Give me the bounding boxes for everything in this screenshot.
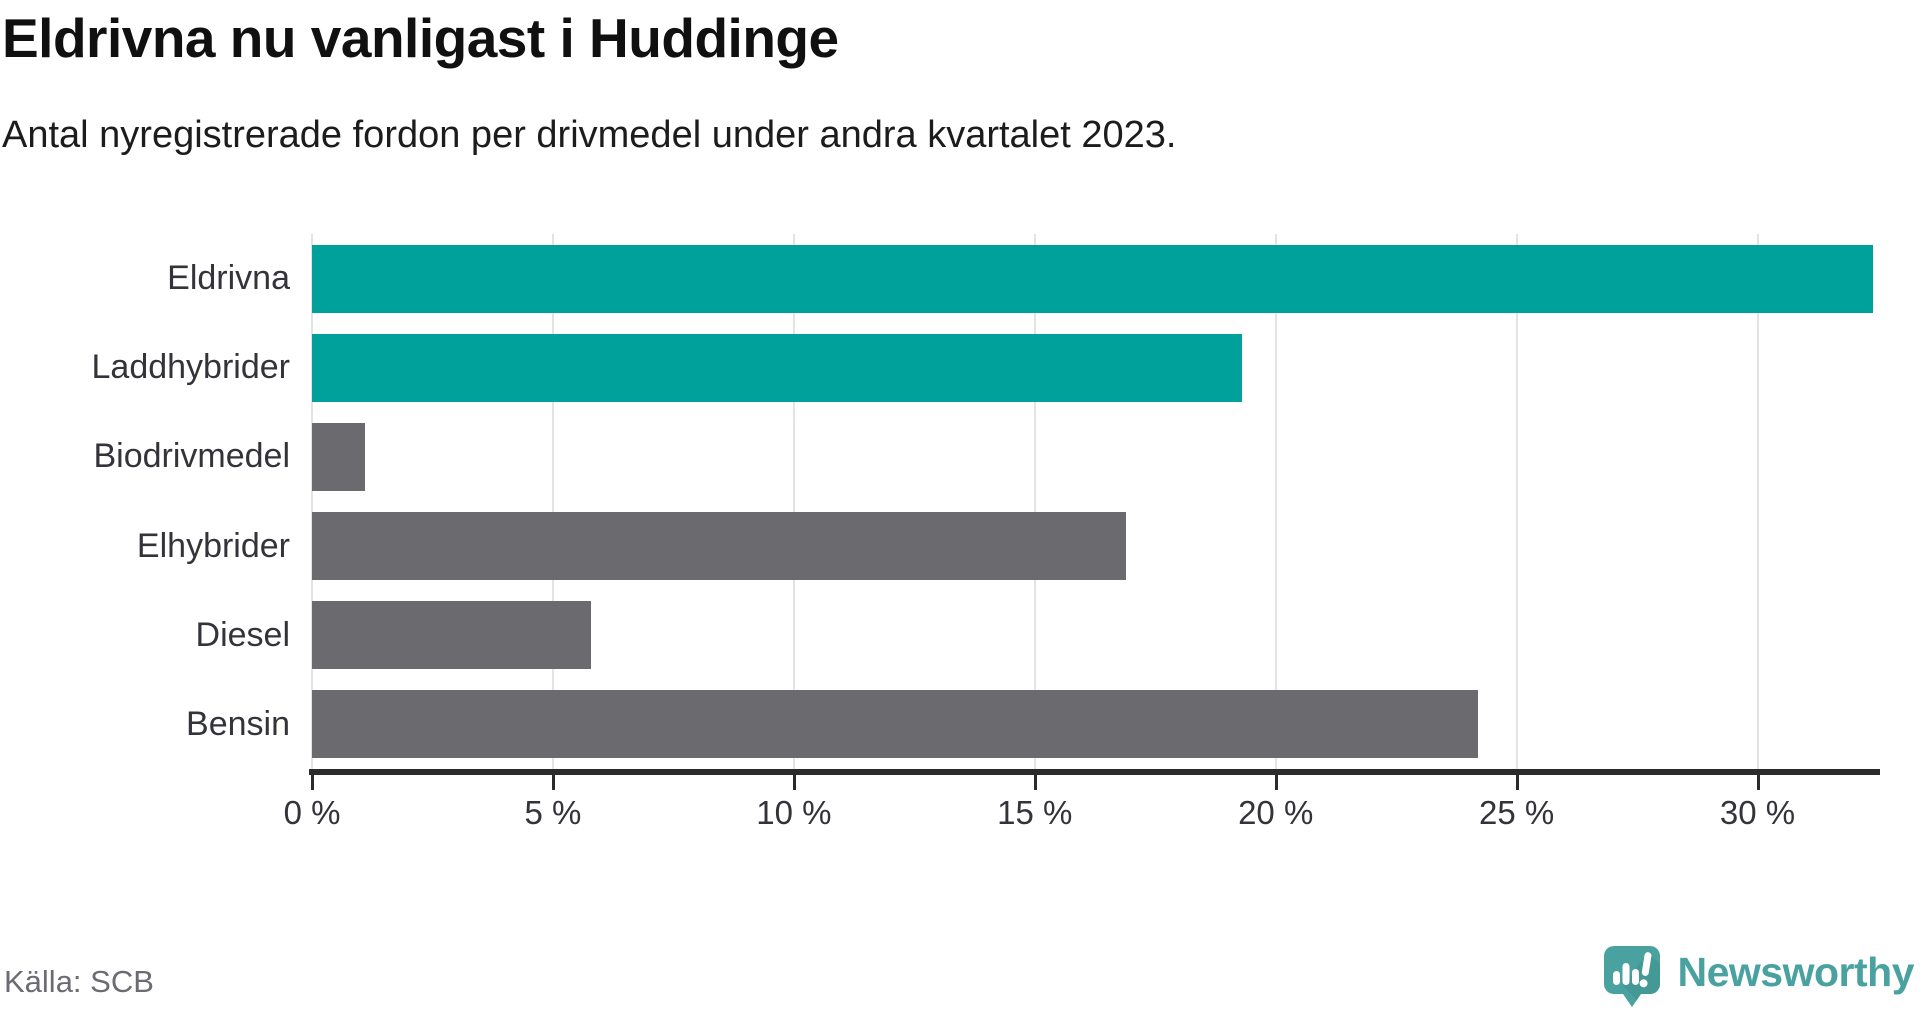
gridline-25 xyxy=(1515,234,1518,769)
gridline-20 xyxy=(1274,234,1277,769)
x-tick-20 xyxy=(1274,775,1278,790)
brand-logo: Newsworthy xyxy=(1600,944,1915,1010)
source-note: Källa: SCB xyxy=(4,964,154,999)
x-tick-label-5: 5 % xyxy=(524,794,582,831)
gridline-5 xyxy=(551,234,554,769)
x-axis-line xyxy=(309,769,1880,775)
bar-laddhybrider xyxy=(312,333,1242,402)
x-tick-label-20: 20 % xyxy=(1238,794,1314,831)
newsworthy-bubble-chart-icon xyxy=(1603,946,1660,1007)
x-tick-label-0: 0 % xyxy=(283,794,341,831)
bar-diesel xyxy=(312,601,592,670)
bar-eldrivna xyxy=(312,244,1874,313)
x-tick-25 xyxy=(1515,775,1519,790)
category-label-elhybrider: Elhybrider xyxy=(136,526,290,565)
x-tick-15 xyxy=(1033,775,1037,790)
bar-elhybrider xyxy=(312,512,1127,581)
x-tick-10 xyxy=(792,775,796,790)
chart-title: Eldrivna nu vanligast i Huddinge xyxy=(2,7,839,69)
x-tick-label-10: 10 % xyxy=(756,794,832,831)
gridline-15 xyxy=(1033,234,1036,769)
gridline-10 xyxy=(792,234,795,769)
category-label-diesel: Diesel xyxy=(195,615,290,654)
chart-subtitle: Antal nyregistrerade fordon per drivmede… xyxy=(2,114,1177,156)
category-label-eldrivna: Eldrivna xyxy=(167,259,290,298)
gridline-30 xyxy=(1756,234,1759,769)
plot-area: 0 % 5 % 10 % 15 % 20 % 25 % 30 % xyxy=(284,234,1880,831)
category-label-laddhybrider: Laddhybrider xyxy=(91,348,290,387)
category-label-bensin: Bensin xyxy=(186,704,290,743)
gridline-0 xyxy=(311,234,313,769)
category-labels: Eldrivna Laddhybrider Biodrivmedel Elhybrid… xyxy=(0,234,290,769)
x-tick-0 xyxy=(311,775,314,790)
bar-biodrivmedel xyxy=(312,422,365,491)
category-label-biodrivmedel: Biodrivmedel xyxy=(93,437,290,476)
x-tick-label-30: 30 % xyxy=(1719,794,1796,831)
x-tick-5 xyxy=(551,775,555,790)
bar-bensin xyxy=(312,690,1479,759)
brand-name: Newsworthy xyxy=(1677,948,1915,995)
x-tick-30 xyxy=(1756,775,1760,790)
x-tick-label-15: 15 % xyxy=(997,794,1073,831)
x-tick-label-25: 25 % xyxy=(1479,794,1555,831)
